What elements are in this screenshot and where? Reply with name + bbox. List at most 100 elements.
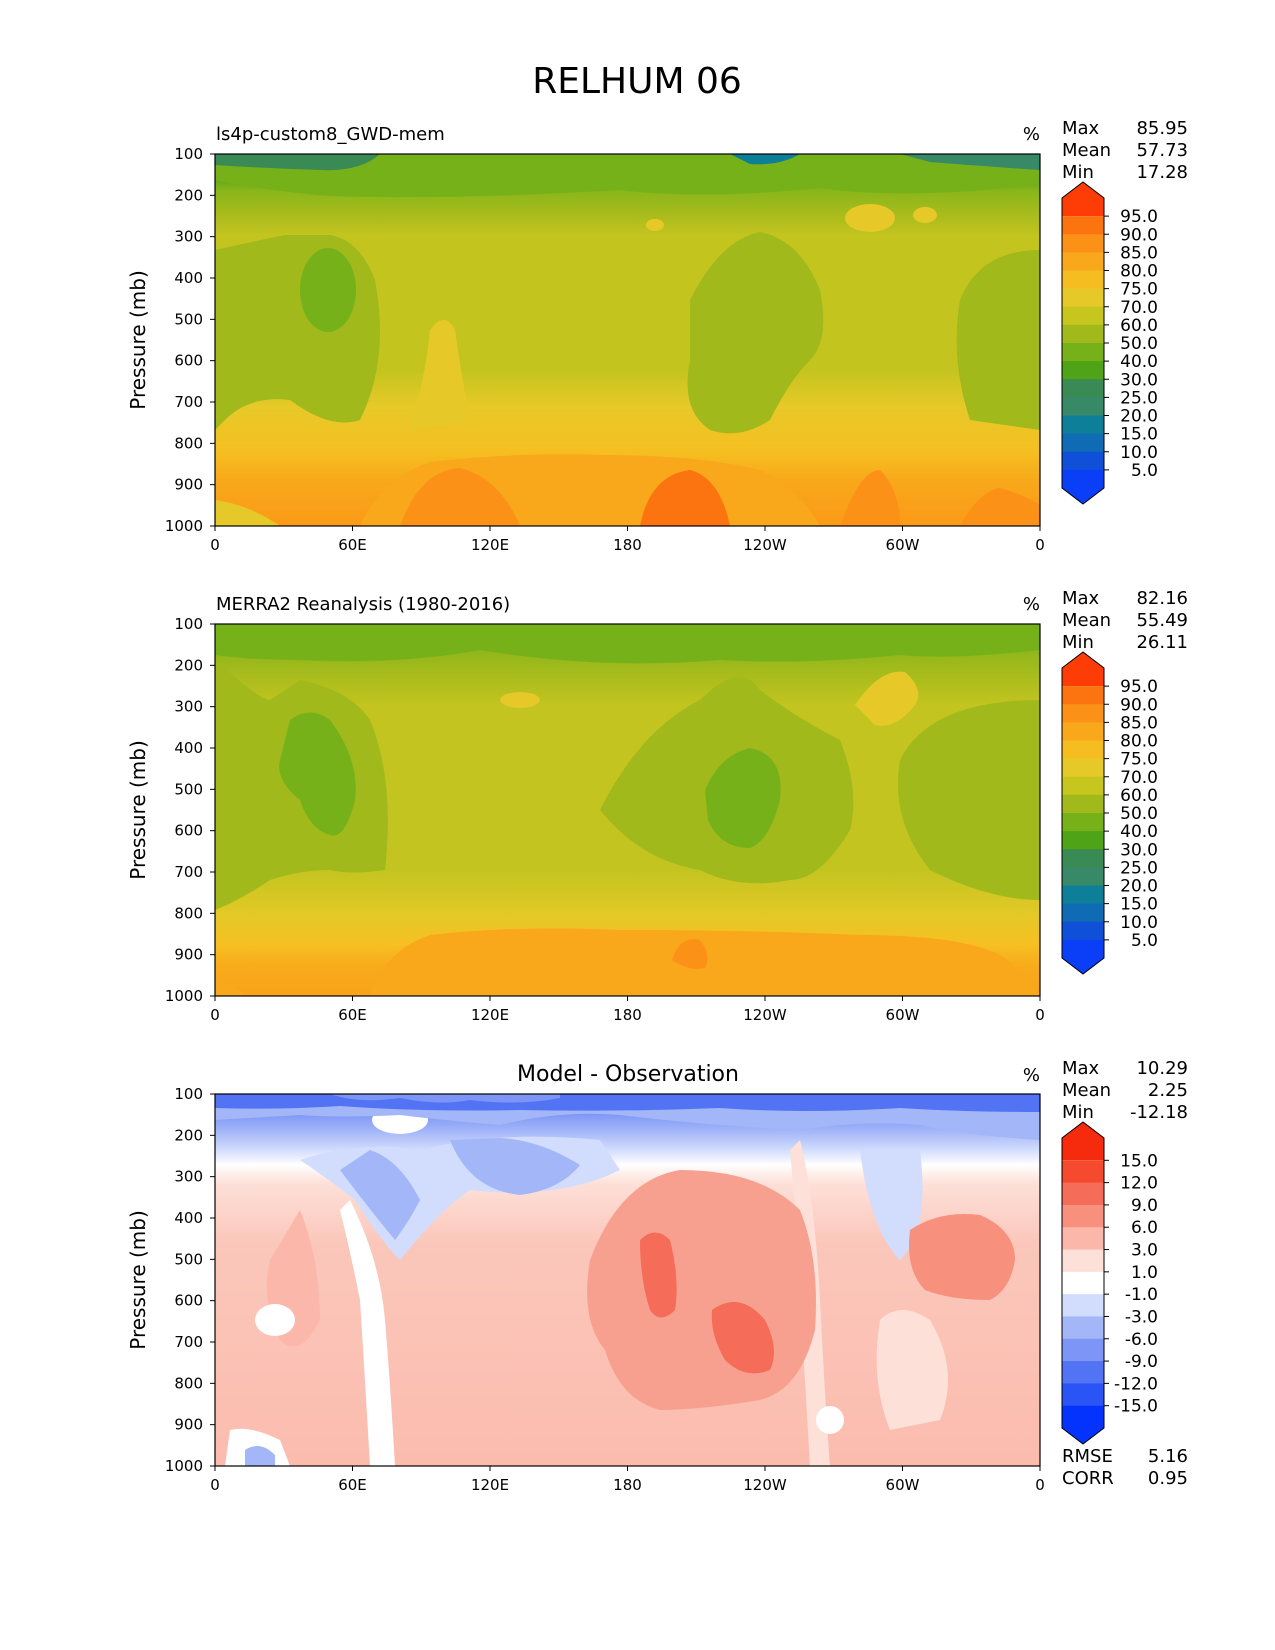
observation-colorbar-segment xyxy=(1062,722,1104,741)
model-colorbar-segment xyxy=(1062,469,1104,504)
difference-y-ticks: 100 200 300 400 500 600 700 800 900 1000 xyxy=(165,1085,215,1475)
model-ytick-label: 200 xyxy=(174,186,203,204)
model-colorbar-label: 5.0 xyxy=(1131,461,1158,481)
panel-difference: Model - Observation % Pressure (mb) 100 2… xyxy=(126,1058,1188,1494)
difference-colorbar-segment xyxy=(1062,1122,1104,1161)
difference-ytick-label: 400 xyxy=(174,1209,203,1227)
model-min-value: 17.28 xyxy=(1136,162,1188,183)
observation-unit-label: % xyxy=(1023,594,1040,615)
difference-corr-label: CORR xyxy=(1062,1468,1114,1489)
model-xtick-label: 60W xyxy=(886,536,920,554)
observation-colorbar-label: 80.0 xyxy=(1120,732,1158,752)
model-colorbar-outline xyxy=(1061,181,1105,505)
difference-ytick-label: 700 xyxy=(174,1333,203,1351)
observation-colorbar-label: 30.0 xyxy=(1120,840,1158,860)
difference-x-ticks: 0 60E 120E 180 120W 60W 0 xyxy=(210,1466,1045,1494)
model-x-ticks: 0 60E 120E 180 120W 60W 0 xyxy=(210,526,1045,554)
observation-ytick-label: 800 xyxy=(174,904,203,922)
model-max-label: Max xyxy=(1062,118,1100,139)
difference-colorbar-segment xyxy=(1062,1316,1104,1340)
model-ytick-label: 500 xyxy=(174,310,203,328)
observation-y-ticks: 100 200 300 400 500 600 700 800 900 1000 xyxy=(165,615,215,1005)
difference-stats: Max 10.29 Mean 2.25 Min -12.18 RMSE 5.16… xyxy=(1062,1058,1188,1489)
difference-colorbar-segment xyxy=(1062,1405,1104,1444)
observation-colorbar-segment xyxy=(1062,849,1104,868)
observation-ytick-label: 500 xyxy=(174,780,203,798)
difference-colorbar-segment xyxy=(1062,1160,1104,1184)
difference-xtick-label: 0 xyxy=(210,1476,220,1494)
difference-xtick-label: 0 xyxy=(1035,1476,1045,1494)
difference-colorbar-segment xyxy=(1062,1338,1104,1362)
model-ytick-label: 600 xyxy=(174,352,203,370)
observation-xtick-label: 60E xyxy=(338,1006,367,1024)
difference-colorbar-segment xyxy=(1062,1249,1104,1273)
model-xtick-label: 180 xyxy=(613,536,642,554)
observation-ytick-label: 300 xyxy=(174,698,203,716)
model-colorbar-segment xyxy=(1062,182,1104,217)
observation-ytick-label: 100 xyxy=(174,615,203,633)
observation-ytick-label: 600 xyxy=(174,822,203,840)
observation-colorbar-segment xyxy=(1062,903,1104,923)
observation-colorbar-segment xyxy=(1062,867,1104,886)
difference-colorbar: 15.0 12.09.06.0 3.01.0-1.0-3.0 -6.0-9.0-12.… xyxy=(1061,1121,1158,1445)
difference-max-label: Max xyxy=(1062,1058,1100,1079)
model-colorbar-label: 60.0 xyxy=(1120,316,1158,336)
observation-min-label: Min xyxy=(1062,632,1094,653)
figure-title: RELHUM 06 xyxy=(532,61,742,102)
model-ytick-label: 1000 xyxy=(165,517,203,535)
model-colorbar-segment xyxy=(1062,216,1104,235)
observation-colorbar-label: 10.0 xyxy=(1120,913,1158,933)
observation-colorbar-segment xyxy=(1062,776,1104,796)
model-ytick-label: 300 xyxy=(174,228,203,246)
observation-colorbar-outline xyxy=(1061,651,1105,975)
model-colorbar-label: 95.0 xyxy=(1120,207,1158,227)
model-colorbar-segment xyxy=(1062,343,1104,362)
observation-colorbar-label: 50.0 xyxy=(1120,804,1158,824)
observation-colorbar-segment xyxy=(1062,740,1104,760)
model-mean-label: Mean xyxy=(1062,140,1111,161)
observation-max-label: Max xyxy=(1062,588,1100,609)
observation-colorbar-label: 75.0 xyxy=(1120,750,1158,770)
model-ytick-label: 100 xyxy=(174,145,203,163)
model-colorbar-label: 40.0 xyxy=(1120,352,1158,372)
observation-colorbar-label: 20.0 xyxy=(1120,877,1158,897)
observation-colorbar-segment xyxy=(1062,939,1104,974)
model-mean-value: 57.73 xyxy=(1136,140,1188,161)
observation-ylabel: Pressure (mb) xyxy=(126,740,150,880)
model-panel-title: ls4p-custom8_GWD-mem xyxy=(216,124,445,145)
difference-colorbar-segment xyxy=(1062,1227,1104,1251)
model-colorbar-label: 10.0 xyxy=(1120,443,1158,463)
observation-contour-field xyxy=(215,624,1040,996)
difference-ylabel: Pressure (mb) xyxy=(126,1210,150,1350)
model-colorbar-segment xyxy=(1062,234,1104,253)
difference-colorbar-outline xyxy=(1061,1121,1105,1445)
difference-colorbar-label: -6.0 xyxy=(1125,1330,1158,1350)
difference-colorbar-label: 1.0 xyxy=(1131,1263,1158,1283)
observation-colorbar-segment xyxy=(1062,686,1104,705)
difference-colorbar-label: 3.0 xyxy=(1131,1241,1158,1261)
difference-max-value: 10.29 xyxy=(1136,1058,1188,1079)
model-stats: Max 85.95 Mean 57.73 Min 17.28 xyxy=(1062,118,1188,183)
observation-colorbar-label: 5.0 xyxy=(1131,931,1158,951)
difference-min-label: Min xyxy=(1062,1102,1094,1123)
model-colorbar-label: 25.0 xyxy=(1120,388,1158,408)
difference-corr-value: 0.95 xyxy=(1148,1468,1188,1489)
observation-colorbar-segment xyxy=(1062,704,1104,723)
observation-ytick-label: 400 xyxy=(174,739,203,757)
model-colorbar-segment xyxy=(1062,270,1104,290)
difference-colorbar-segment xyxy=(1062,1361,1104,1384)
model-min-label: Min xyxy=(1062,162,1094,183)
model-xtick-label: 60E xyxy=(338,536,367,554)
difference-mean-value: 2.25 xyxy=(1148,1080,1188,1101)
model-ytick-label: 800 xyxy=(174,434,203,452)
model-colorbar-segment xyxy=(1062,451,1104,471)
observation-ytick-label: 700 xyxy=(174,863,203,881)
observation-colorbar-segment xyxy=(1062,758,1104,778)
model-max-value: 85.95 xyxy=(1136,118,1188,139)
model-colorbar: 95.090.085.080.075.070.060.050.040.030.0… xyxy=(1061,181,1158,505)
model-ytick-label: 700 xyxy=(174,393,203,411)
observation-ytick-label: 1000 xyxy=(165,987,203,1005)
observation-xtick-label: 60W xyxy=(886,1006,920,1024)
difference-unit-label: % xyxy=(1023,1065,1040,1086)
difference-colorbar-label: 15.0 xyxy=(1120,1151,1158,1171)
